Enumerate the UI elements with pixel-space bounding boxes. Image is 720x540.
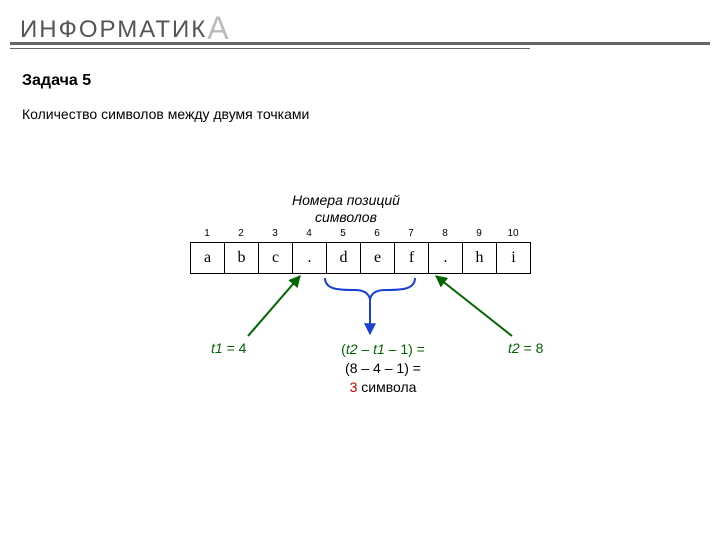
divider-thick	[10, 42, 710, 45]
pos-num: 7	[394, 228, 428, 239]
t2-rest: = 8	[520, 340, 544, 356]
formula-l1: (t2 – t1 – 1) =	[313, 340, 453, 359]
cell: c	[258, 242, 293, 274]
cell: i	[496, 242, 531, 274]
cell: e	[360, 242, 395, 274]
position-numbers: 1 2 3 4 5 6 7 8 9 10	[190, 228, 530, 239]
cell: b	[224, 242, 259, 274]
positions-label: Номера позиций символов	[292, 192, 400, 226]
formula-l2: (8 – 4 – 1) =	[313, 359, 453, 378]
t1-var: t1	[211, 340, 223, 356]
positions-label-l1: Номера позиций	[292, 192, 400, 208]
pos-num: 2	[224, 228, 258, 239]
cell-dot: .	[428, 242, 463, 274]
t2-label: t2 = 8	[508, 340, 543, 356]
task-title: Задача 5	[22, 72, 91, 90]
cell-dot: .	[292, 242, 327, 274]
page-header: ИНФОРМАТИКА	[20, 8, 231, 45]
task-subtitle: Количество символов между двумя точками	[22, 106, 309, 122]
pos-num: 10	[496, 228, 530, 239]
symbol-cells: a b c . d e f . h i	[190, 242, 531, 274]
pos-num: 8	[428, 228, 462, 239]
pos-num: 3	[258, 228, 292, 239]
cell: f	[394, 242, 429, 274]
divider-thin	[10, 48, 530, 49]
pos-num: 4	[292, 228, 326, 239]
pos-num: 6	[360, 228, 394, 239]
cell: d	[326, 242, 361, 274]
positions-label-l2: символов	[315, 209, 377, 225]
pos-num: 5	[326, 228, 360, 239]
pos-num: 1	[190, 228, 224, 239]
t1-label: t1 = 4	[211, 340, 246, 356]
cell: h	[462, 242, 497, 274]
t1-rest: = 4	[223, 340, 247, 356]
cell: a	[190, 242, 225, 274]
header-tail: А	[207, 10, 230, 46]
t2-var: t2	[508, 340, 520, 356]
header-text: ИНФОРМАТИК	[20, 16, 207, 43]
formula-l3: 3 символа	[313, 378, 453, 397]
formula-block: (t2 – t1 – 1) = (8 – 4 – 1) = 3 символа	[313, 340, 453, 397]
pos-num: 9	[462, 228, 496, 239]
